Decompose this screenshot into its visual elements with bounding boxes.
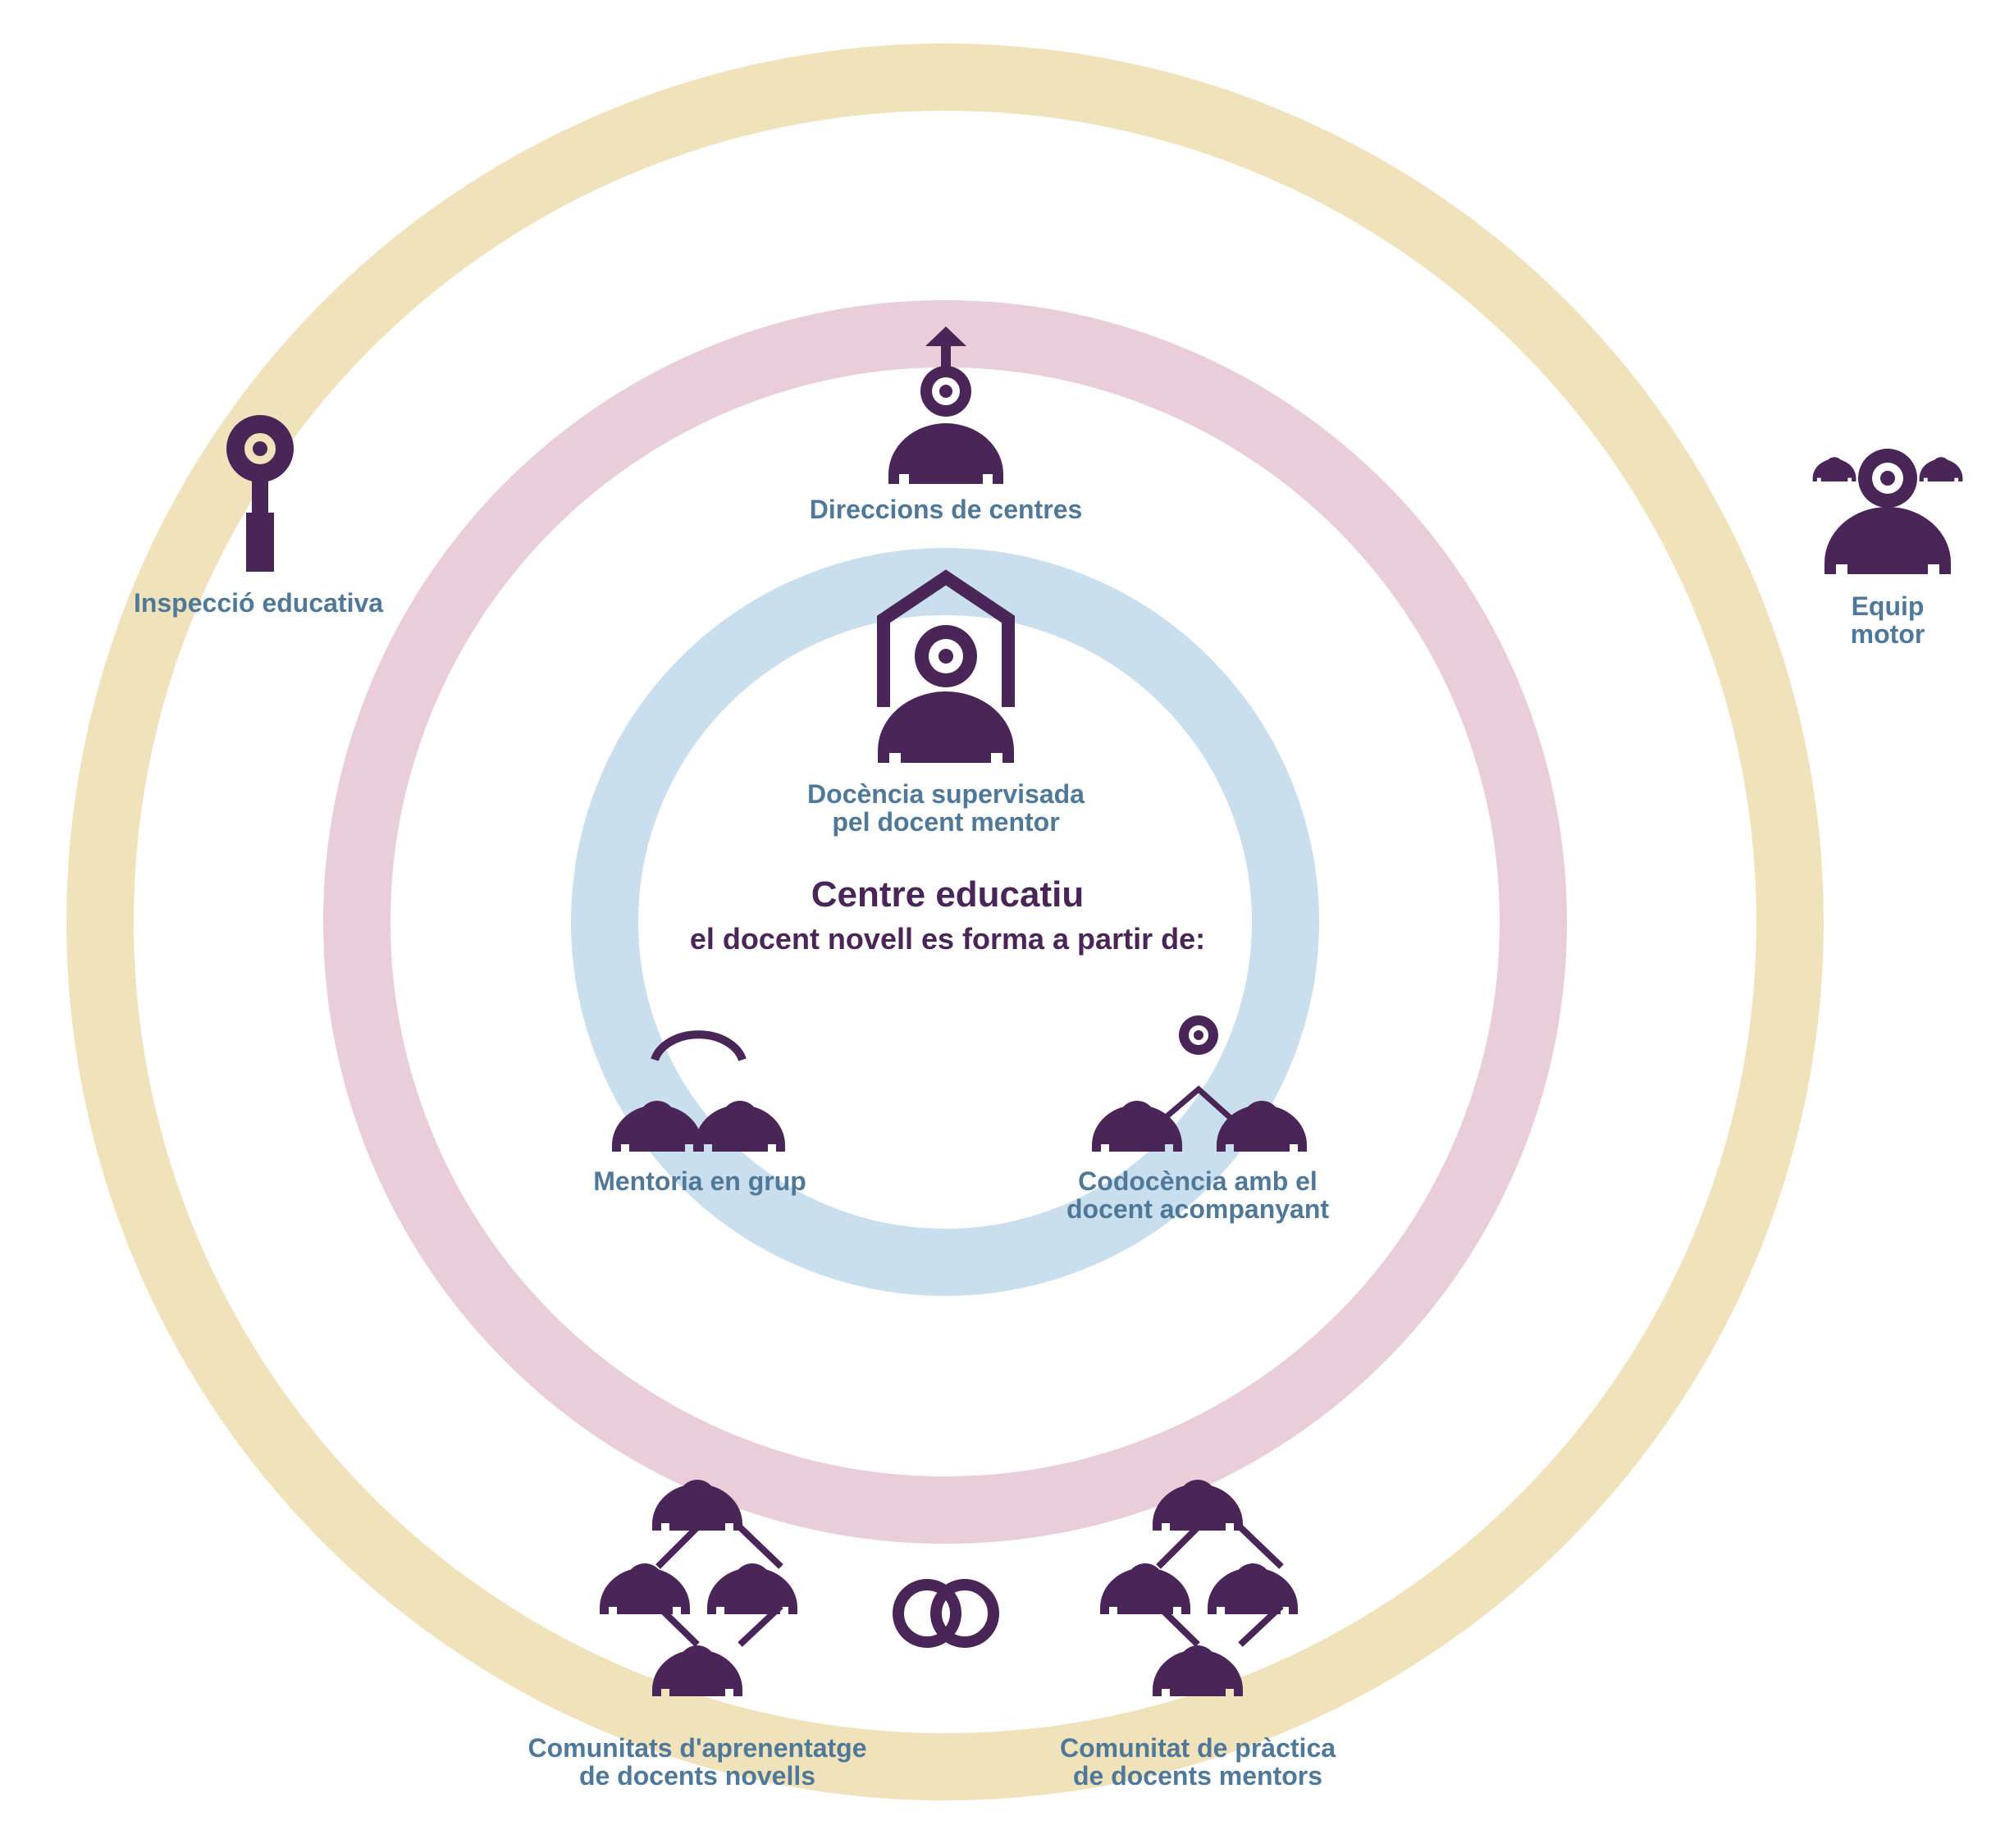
learning-community-icon — [600, 1480, 797, 1696]
co-teaching-icon — [1092, 1015, 1307, 1152]
label-codocencia: Codocència amb el docent acompanyant — [1066, 1166, 1330, 1224]
outer-ring — [66, 43, 1824, 1800]
team-leader-icon — [1812, 449, 1963, 574]
label-mentoria: Mentoria en grup — [593, 1166, 806, 1196]
label-comunitat: Comunitat de pràctica de docents mentors — [1059, 1733, 1336, 1791]
label-comunitats: Comunitats d'aprenentatge de docents nov… — [527, 1733, 867, 1791]
label-docencia: Docència supervisada pel docent mentor — [807, 779, 1085, 837]
practice-community-icon — [1100, 1480, 1298, 1696]
interlinked-rings-icon — [893, 1579, 999, 1648]
center-subtitle: el docent novell es forma a partir de: — [689, 922, 1206, 956]
person-arrow-up-icon — [888, 326, 1003, 484]
paired-persons-icon — [612, 1030, 785, 1152]
label-inspeccio: Inspecció educativa — [133, 588, 384, 618]
key-person-icon — [226, 415, 294, 572]
person-in-house-icon — [877, 569, 1015, 763]
center-title: Centre educatiu — [811, 874, 1085, 915]
label-direccions: Direccions de centres — [809, 495, 1083, 524]
label-equip: Equip motor — [1850, 591, 1925, 649]
